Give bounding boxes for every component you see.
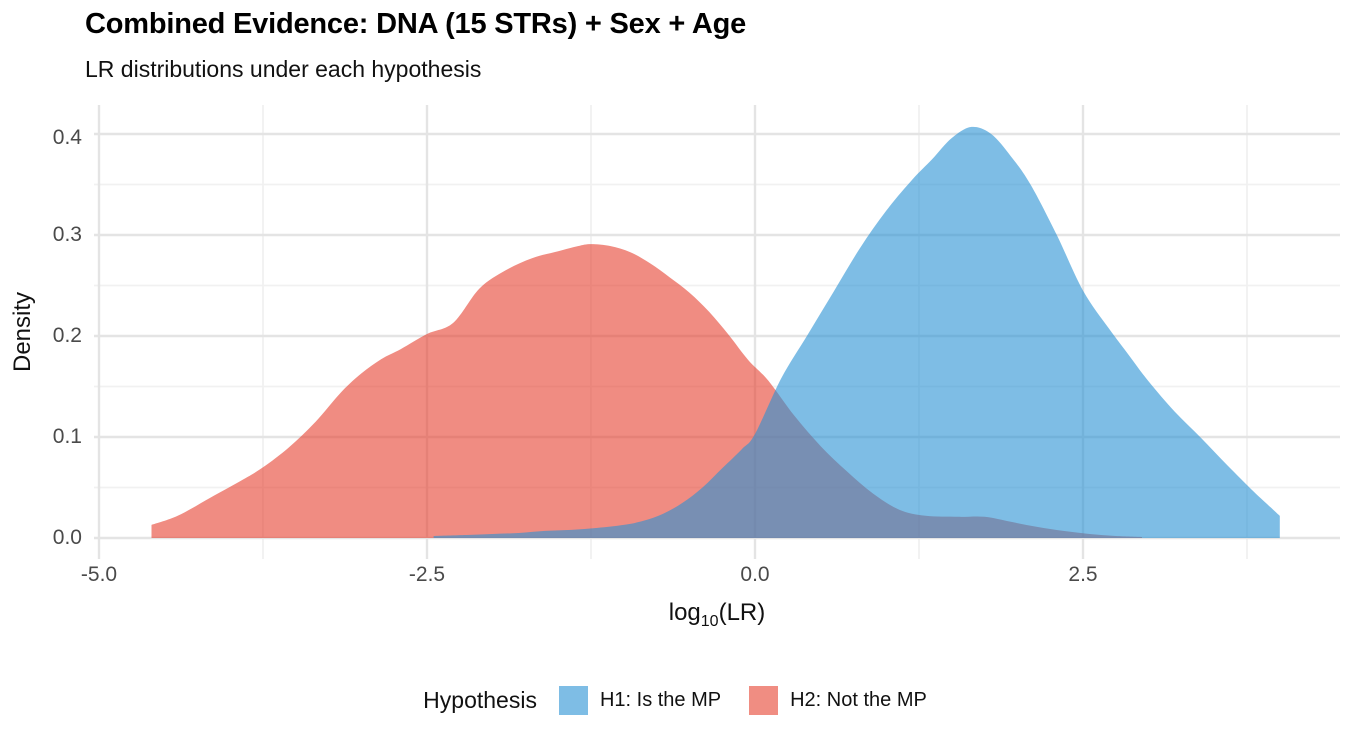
legend-label-h1: H1: Is the MP (599, 688, 722, 711)
legend-title: Hypothesis (423, 686, 537, 713)
h2-density-area (151, 244, 1142, 538)
x-axis-title-prefix: log (668, 599, 701, 626)
legend-item-h2: H2: Not the MP (749, 685, 927, 715)
x-tick-neg2.5: -2.5 (408, 563, 446, 586)
x-axis-title: log10(LR) (567, 599, 867, 631)
h1-density-area (433, 126, 1280, 538)
y-axis-title: Density (9, 291, 36, 373)
y-tick-0.3: 0.3 (52, 223, 82, 246)
y-tick-0.0: 0.0 (52, 526, 82, 549)
legend-key-h1-swatch (558, 685, 588, 715)
x-axis-title-subscript: 10 (700, 612, 719, 630)
legend-key-h2-swatch (749, 685, 779, 715)
legend-item-h1: H1: Is the MP (558, 685, 722, 715)
legend: Hypothesis H1: Is the MP H2: Not the MP (0, 682, 1350, 718)
x-tick-0: 0.0 (740, 563, 770, 586)
chart-title: Combined Evidence: DNA (15 STRs) + Sex +… (85, 8, 747, 40)
y-tick-0.4: 0.4 (52, 126, 82, 149)
y-tick-0.2: 0.2 (52, 324, 82, 347)
y-tick-0.1: 0.1 (52, 425, 82, 448)
legend-label-h2: H2: Not the MP (790, 688, 927, 711)
x-axis-title-suffix: (LR) (718, 599, 766, 626)
x-tick-2.5: 2.5 (1068, 563, 1098, 586)
x-tick-neg5: -5.0 (80, 563, 118, 586)
chart-subtitle: LR distributions under each hypothesis (85, 56, 482, 82)
